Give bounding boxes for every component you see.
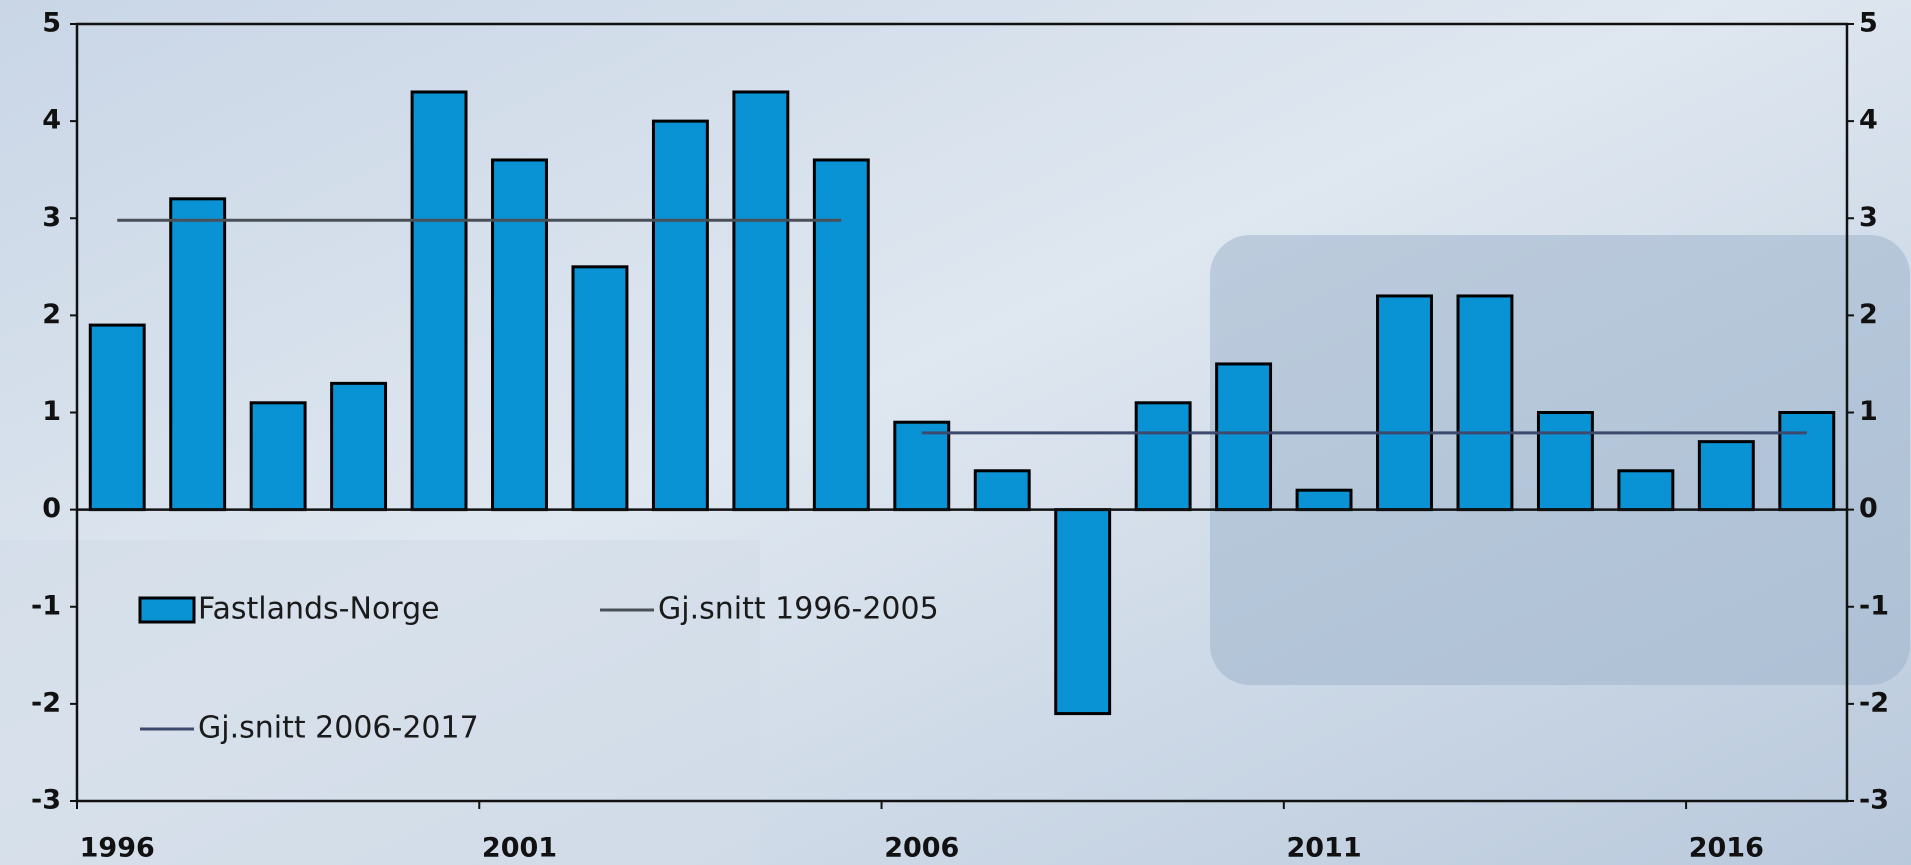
y-tick-label: 5 [42,8,61,39]
y2-tick-label: 2 [1859,299,1878,330]
bar [88,323,146,512]
y-tick-label: 0 [42,493,61,524]
plot-frame [75,22,1849,803]
y2-tick-label: 5 [1859,8,1878,39]
legend-label: Gj.snitt 2006-2017 [198,711,479,746]
y-tick-label: 2 [42,299,61,330]
y-tick-label: -3 [31,785,61,816]
y2-tick-label: 3 [1859,202,1878,233]
y2-tick-label: -1 [1859,590,1889,621]
y2-tick-label: 4 [1859,105,1878,136]
bar [169,197,227,512]
bar [732,90,790,512]
bar [893,420,951,512]
x-tick-label: 2011 [1286,833,1361,864]
bar [1778,411,1836,512]
y2-tick-label: -3 [1859,785,1889,816]
x-tick-label: 2001 [482,833,557,864]
bar [1697,440,1755,512]
y2-tick-label: 1 [1859,396,1878,427]
y-tick-label: -1 [31,590,61,621]
bar [249,401,307,512]
bar [410,90,468,512]
bar [330,381,388,512]
bar [571,265,629,512]
bar [1617,469,1675,512]
y2-tick-label: -2 [1859,687,1889,718]
y-tick-label: 3 [42,202,61,233]
bar [1295,488,1353,512]
bar [1054,508,1112,716]
bar [1215,362,1273,512]
bar [1134,401,1192,512]
bar [812,158,870,512]
y2-tick-label: 0 [1859,493,1878,524]
bar [651,119,709,512]
y-tick-label: 1 [42,396,61,427]
bar [1456,294,1514,512]
bar [1376,294,1433,512]
x-tick-label: 2006 [884,833,959,864]
x-tick-label: 1996 [80,833,155,864]
bar [1536,411,1594,512]
bar [491,158,548,512]
bar [973,469,1031,512]
x-tick-label: 2016 [1689,833,1764,864]
legend-swatch [138,596,196,624]
y-tick-label: -2 [31,687,61,718]
y-tick-label: 4 [42,105,61,136]
legend-label: Gj.snitt 1996-2005 [658,592,939,627]
legend-label: Fastlands-Norge [198,592,440,627]
background-conveyor [0,540,760,865]
